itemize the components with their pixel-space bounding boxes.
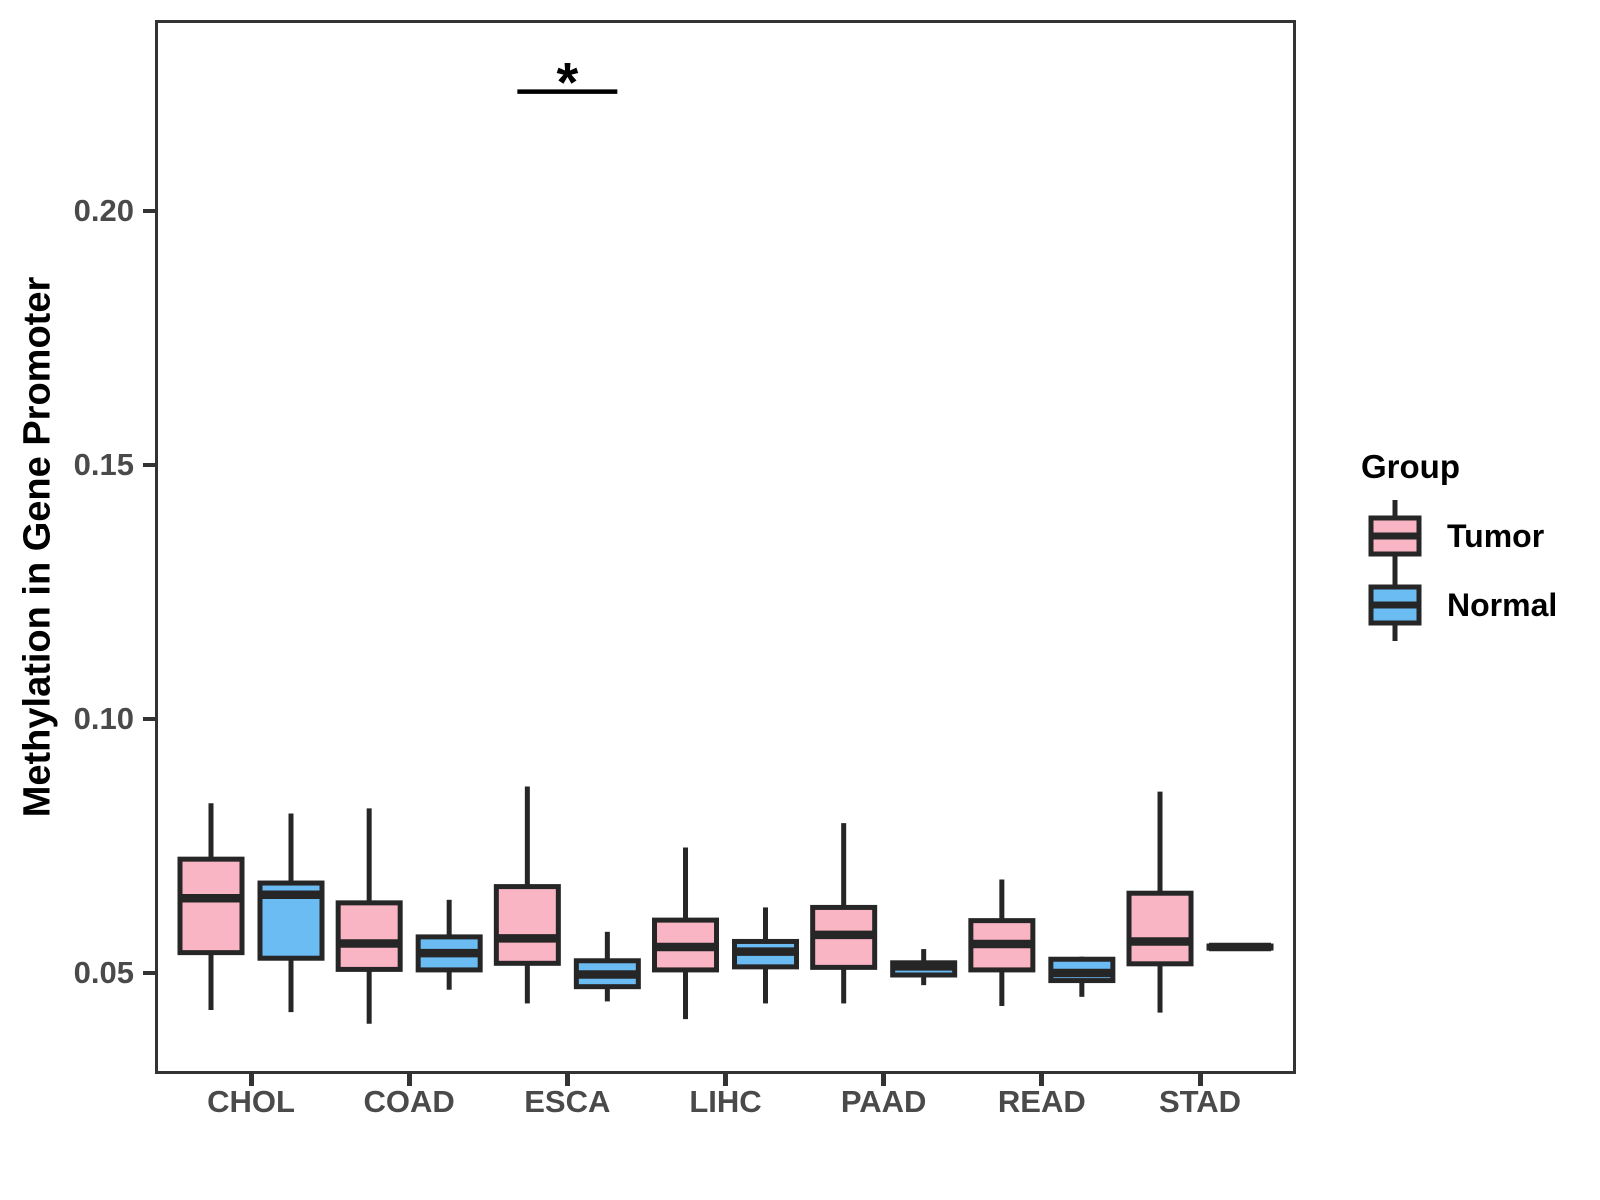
plot-panel: * <box>155 20 1296 1074</box>
y-tick-label-0.15: 0.15 <box>73 446 134 482</box>
x-tick-label-esca: ESCA <box>524 1084 611 1119</box>
legend-title: Group <box>1361 448 1460 485</box>
y-tick-0.1 <box>143 716 157 721</box>
legend-label-tumor: Tumor <box>1447 518 1545 554</box>
x-tick-stad <box>1197 1071 1203 1086</box>
box-coad-tumor <box>335 900 403 972</box>
legend-label-normal: Normal <box>1447 587 1558 623</box>
plot-area: * <box>177 51 1274 1024</box>
x-tick-label-coad: COAD <box>363 1084 455 1119</box>
box-stad-tumor <box>1126 890 1194 967</box>
x-tick-esca <box>564 1071 570 1086</box>
x-tick-label-read: READ <box>997 1084 1086 1119</box>
normal-boxplot-key-icon <box>1368 569 1422 641</box>
x-tick-coad <box>406 1071 412 1086</box>
y-tick-label-0.1: 0.10 <box>73 700 134 736</box>
x-tick-read <box>1039 1071 1045 1086</box>
box-esca-tumor <box>493 884 561 966</box>
y-tick-0.05 <box>143 970 157 975</box>
y-tick-0.15 <box>143 462 157 467</box>
significance-star: * <box>556 51 578 114</box>
x-tick-lihc <box>723 1071 728 1086</box>
tumor-boxplot-key-icon <box>1368 500 1422 572</box>
x-tick-label-stad: STAD <box>1158 1084 1242 1119</box>
x-tick-chol <box>248 1071 254 1086</box>
y-tick-label-0.05: 0.05 <box>73 954 134 990</box>
x-tick-label-lihc: LIHC <box>689 1084 762 1119</box>
x-tick-label-paad: PAAD <box>840 1084 927 1119</box>
box-chol-tumor <box>177 856 245 956</box>
x-tick-label-chol: CHOL <box>207 1084 295 1119</box>
y-tick-0.2 <box>143 208 157 213</box>
x-tick-paad <box>881 1071 887 1086</box>
y-tick-label-0.2: 0.20 <box>73 192 134 228</box>
